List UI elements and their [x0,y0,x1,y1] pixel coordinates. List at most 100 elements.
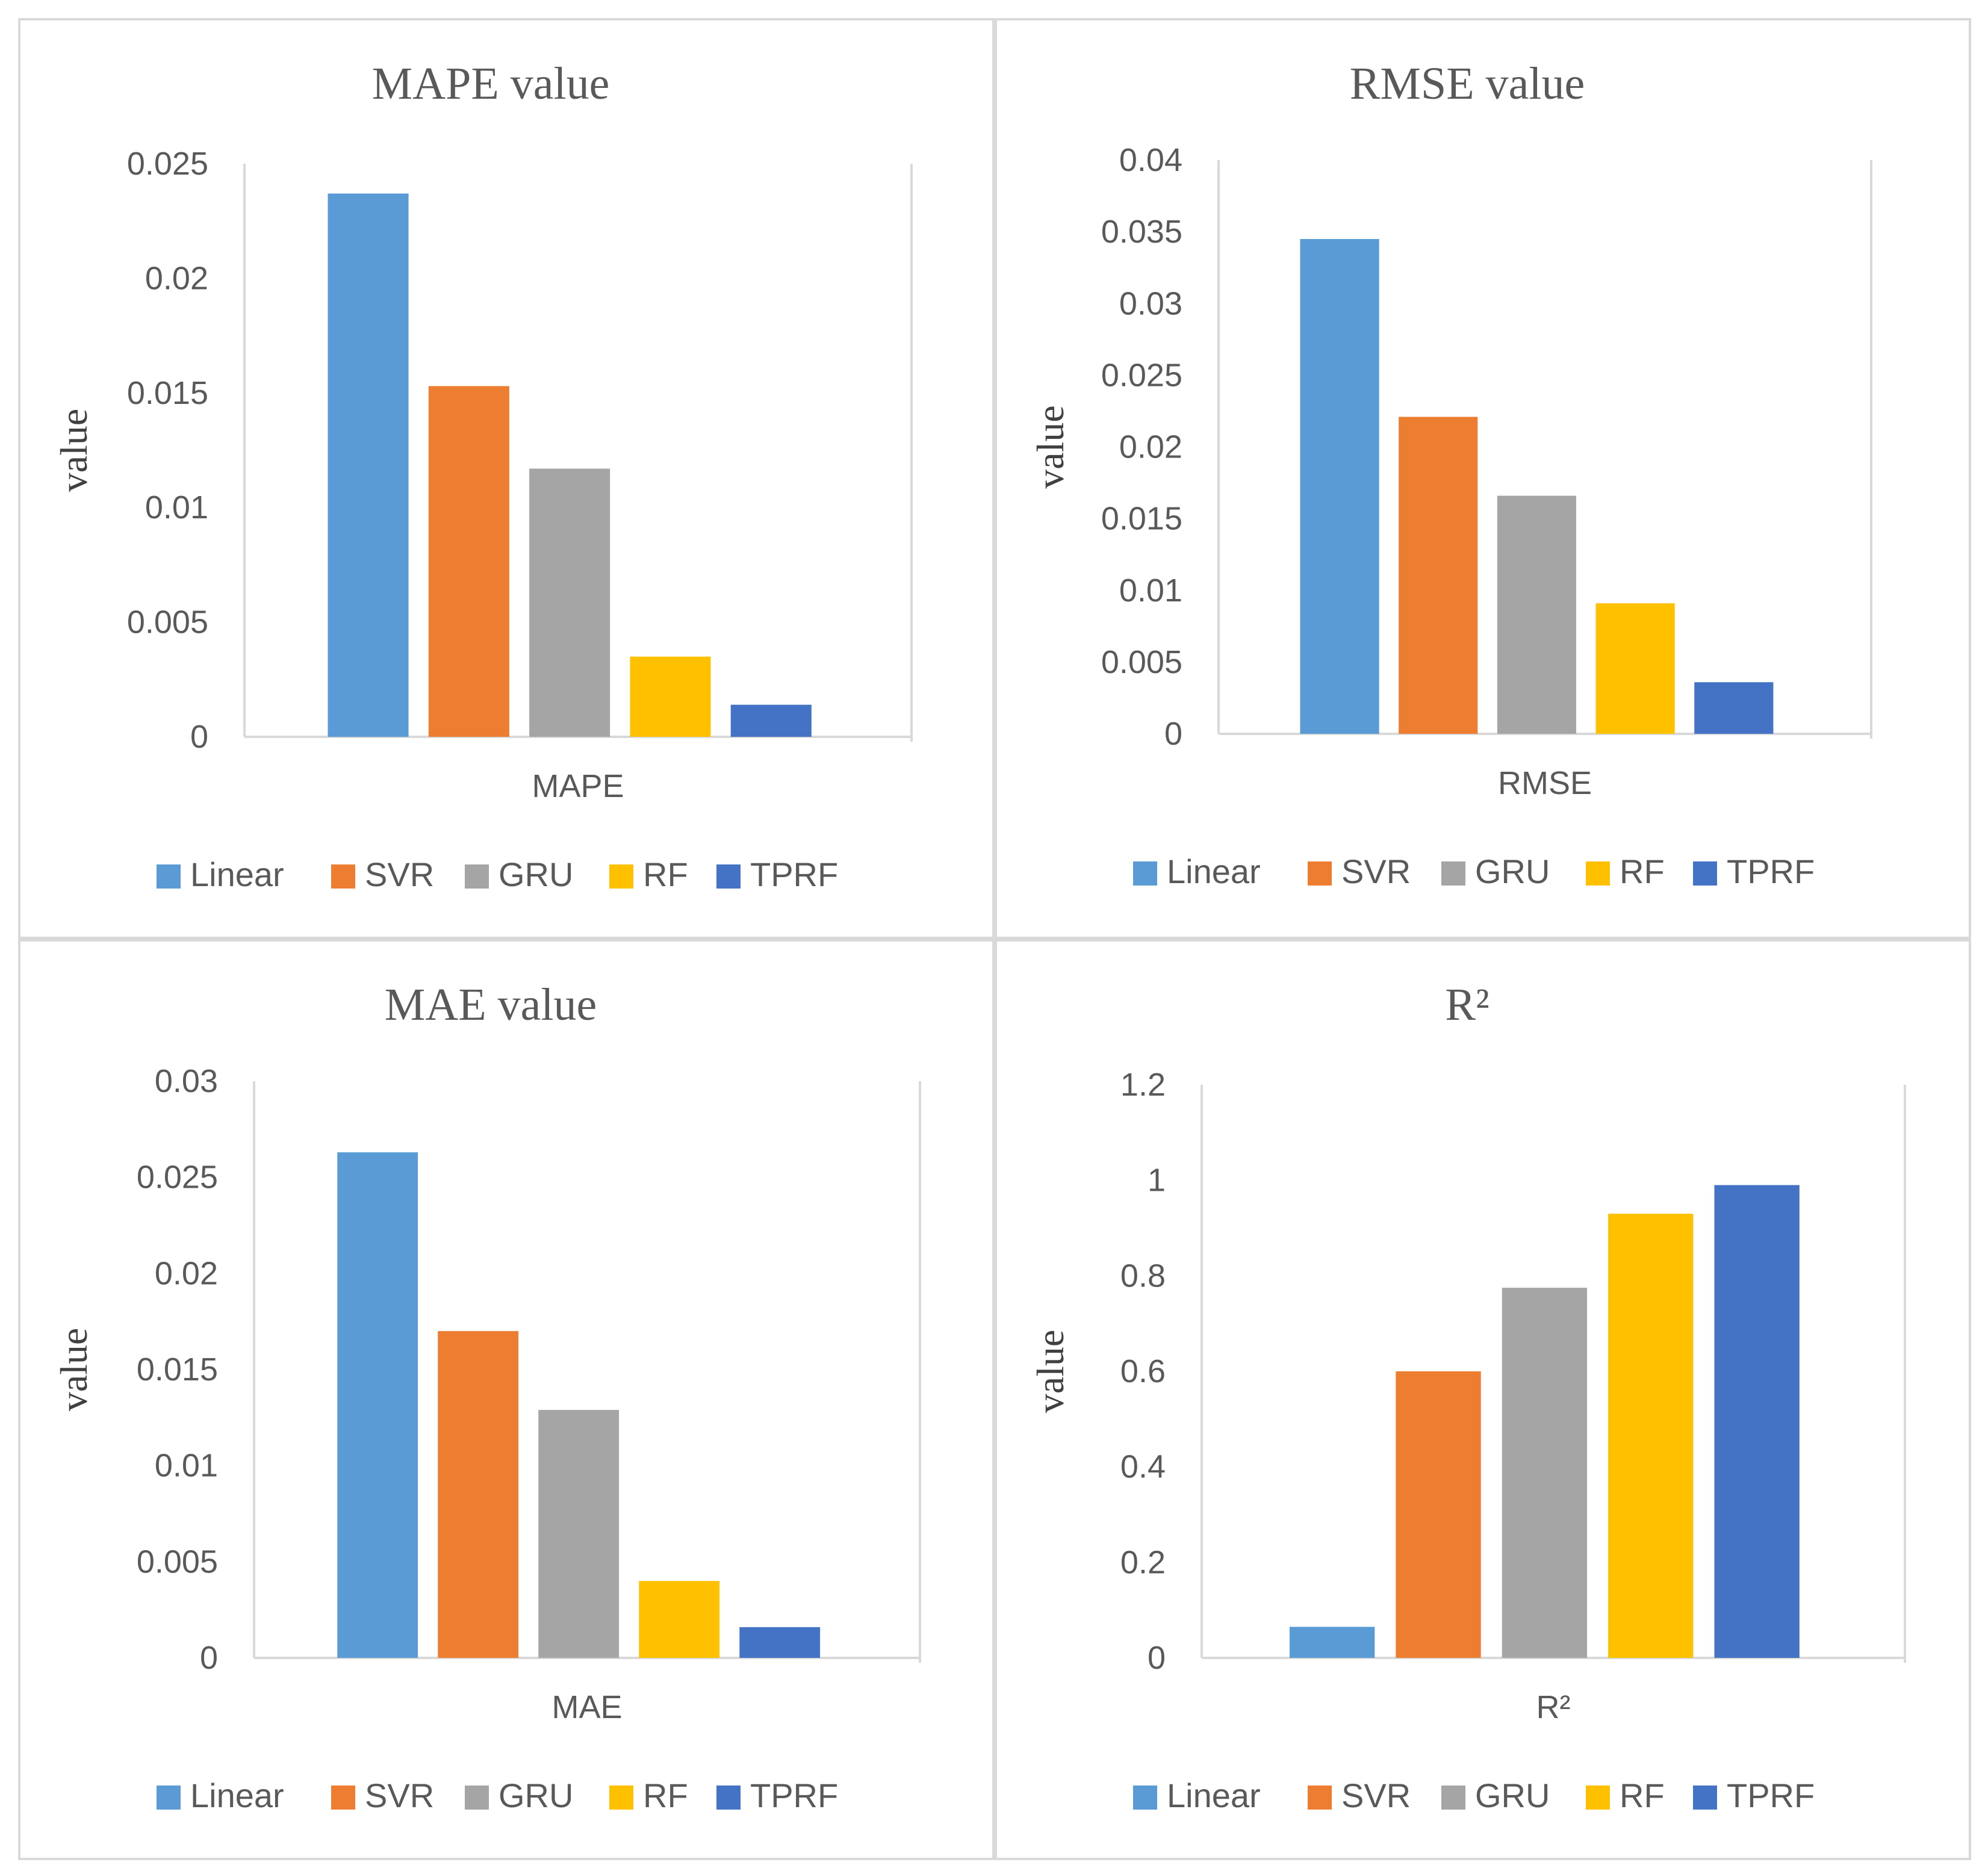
legend-swatch-gru [1441,861,1465,886]
y-tick-label: 0 [1148,1640,1166,1676]
bar-gru [529,468,610,737]
legend-swatch-linear [157,864,181,889]
bar-linear [1300,239,1379,734]
bar-rf [639,1581,720,1658]
legend-swatch-tprf [1693,861,1717,886]
legend-swatch-rf [609,864,633,889]
legend-swatch-tprf [1693,1786,1717,1810]
y-axis-label: value [1029,1330,1072,1413]
bar-linear [337,1152,418,1658]
y-tick-label: 0.2 [1120,1544,1166,1580]
legend-label-rf: RF [643,855,688,893]
chart-panel-mape: MAPE value 0 0.005 0.01 0.015 0.02 0.025 value M… [18,18,995,939]
bar-gru [538,1410,620,1658]
y-tick-label: 0.015 [137,1351,218,1388]
legend-label-linear: Linear [1167,852,1261,890]
bar-svr [1399,417,1478,734]
legend-label-tprf: TPRF [1727,852,1815,890]
legend-label-linear: Linear [190,855,284,893]
bar-svr [1396,1371,1481,1658]
legend-swatch-svr [1308,1786,1332,1810]
y-tick-label: 1.2 [1120,1067,1166,1103]
bar-svr [438,1331,519,1658]
legend-swatch-svr [331,864,355,889]
bar-gru [1497,495,1577,734]
y-tick-label: 0 [190,719,208,755]
chart-svg-mape: MAPE value 0 0.005 0.01 0.015 0.02 0.025 value M… [52,58,913,893]
legend-swatch-rf [609,1786,633,1810]
legend-swatch-svr [1308,861,1332,886]
legend-label-tprf: TPRF [1727,1776,1815,1814]
y-tick-label: 0.025 [137,1159,218,1196]
chart-title-rmse: RMSE value [1350,58,1585,109]
legend-swatch-svr [331,1786,355,1810]
bar-gru [1502,1288,1588,1658]
legend-label-rf: RF [643,1776,688,1814]
y-tick-label: 0 [200,1640,218,1676]
legend-label-rf: RF [1620,1776,1665,1814]
y-tick-label: 0 [1164,716,1182,752]
y-tick-label: 0.025 [1101,357,1182,393]
legend-swatch-linear [1133,861,1157,886]
chart-panel-mae: MAE value 0 0.005 0.01 0.015 0.02 0.025 0.03 val… [18,939,995,1860]
x-axis-category-label: RMSE [1498,765,1592,801]
legend-swatch-linear [1133,1786,1157,1810]
legend-label-gru: GRU [499,855,573,893]
y-tick-label: 1 [1148,1162,1166,1199]
y-tick-label: 0.005 [127,604,208,641]
y-tick-label: 0.01 [155,1448,218,1484]
chart-panel-rmse: RMSE value 0 0.005 0.01 0.015 0.02 0.025 0.03 0.… [995,18,1971,939]
x-axis-category-label: R² [1536,1689,1571,1725]
bar-rf [630,656,711,737]
legend-label-svr: SVR [365,855,434,893]
bar-tprf [1714,1185,1800,1658]
legend-swatch-gru [1441,1786,1465,1810]
legend-label-rf: RF [1620,852,1665,890]
y-axis-label: value [52,409,95,492]
legend-swatch-rf [1586,1786,1610,1810]
y-tick-label: 0.01 [145,489,208,526]
y-tick-label: 0.015 [127,375,208,411]
bar-tprf [739,1627,821,1658]
y-axis-label: value [52,1328,95,1412]
y-tick-label: 0.01 [1119,572,1182,609]
legend-label-svr: SVR [365,1776,434,1814]
legend-label-tprf: TPRF [750,1776,838,1814]
chart-panel-r2: R² 0 0.2 0.4 0.6 0.8 1 1.2 value R² Linear SVR GRU RF… [995,939,1971,1860]
y-axis-label: value [1029,405,1072,489]
legend-label-gru: GRU [499,1776,573,1814]
y-tick-label: 0.03 [155,1063,218,1099]
chart-title-r2: R² [1445,979,1489,1030]
x-axis-category-label: MAE [551,1689,622,1725]
bar-tprf [730,704,812,737]
legend-label-svr: SVR [1341,1776,1411,1814]
chart-svg-rmse: RMSE value 0 0.005 0.01 0.015 0.02 0.025 0.03 0.… [1029,58,1872,890]
bar-linear [328,193,409,737]
legend-swatch-gru [465,1786,489,1810]
bar-rf [1608,1214,1694,1658]
bar-linear [1290,1627,1375,1658]
y-tick-label: 0.6 [1120,1353,1166,1389]
x-axis-category-label: MAPE [532,768,624,804]
legend-label-linear: Linear [190,1776,284,1814]
bar-rf [1595,603,1675,734]
legend-swatch-tprf [716,1786,741,1810]
y-tick-label: 0.03 [1119,285,1182,321]
legend-swatch-gru [465,864,489,889]
chart-title-mae: MAE value [385,979,597,1030]
y-tick-label: 0.015 [1101,501,1182,537]
y-tick-label: 0.02 [155,1255,218,1291]
legend-swatch-tprf [716,864,741,889]
y-tick-label: 0.035 [1101,214,1182,250]
chart-title-mape: MAPE value [372,58,610,109]
legend-label-gru: GRU [1475,1776,1550,1814]
chart-svg-mae: MAE value 0 0.005 0.01 0.015 0.02 0.025 0.03 val… [52,979,921,1814]
y-tick-label: 0.04 [1119,142,1182,178]
legend-swatch-linear [157,1786,181,1810]
legend-label-svr: SVR [1341,852,1411,890]
y-tick-label: 0.025 [127,146,208,182]
legend-label-linear: Linear [1167,1776,1261,1814]
y-tick-label: 0.8 [1120,1258,1166,1294]
y-tick-label: 0.02 [145,260,208,296]
chart-svg-r2: R² 0 0.2 0.4 0.6 0.8 1 1.2 value R² Linear SVR GRU RF… [1029,979,1906,1814]
